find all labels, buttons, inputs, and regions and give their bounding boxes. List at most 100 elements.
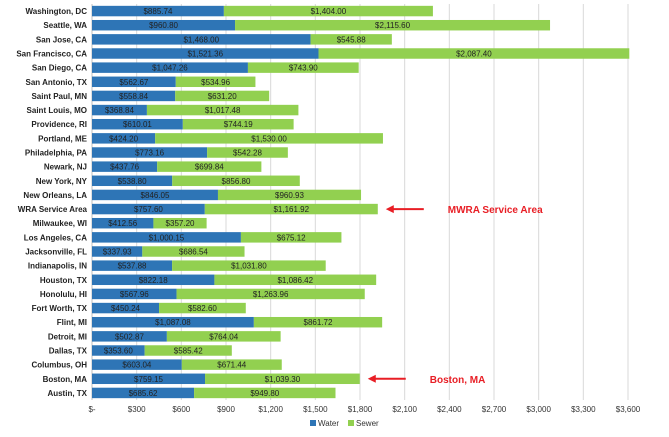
sewer-bar[interactable]	[155, 133, 383, 144]
water-bar[interactable]	[92, 217, 154, 229]
category-label: Jacksonville, FL	[25, 248, 87, 257]
water-data-label: $537.88	[118, 262, 147, 271]
sewer-bar[interactable]	[144, 345, 232, 356]
water-bar[interactable]	[92, 189, 218, 201]
sewer-bar[interactable]	[247, 62, 359, 73]
water-bar[interactable]	[92, 175, 173, 187]
sewer-bar[interactable]	[253, 316, 383, 328]
water-data-label: $1,521.36	[187, 50, 223, 59]
category-label: San Antonio, TX	[26, 78, 88, 87]
sewer-bar[interactable]	[214, 274, 377, 286]
water-bar[interactable]	[92, 90, 176, 102]
water-data-label: $450.24	[111, 304, 140, 313]
water-bar[interactable]	[92, 133, 156, 144]
water-bar[interactable]	[92, 331, 167, 342]
sewer-bar[interactable]	[207, 147, 288, 158]
water-data-label: $502.87	[115, 332, 144, 341]
sewer-bar[interactable]	[235, 19, 551, 31]
sewer-bar[interactable]	[310, 34, 392, 45]
sewer-bar[interactable]	[175, 76, 256, 88]
sewer-data-label: $1,039.30	[265, 375, 301, 384]
water-bar[interactable]	[92, 118, 183, 130]
annotation-arrow-head	[385, 205, 394, 214]
sewer-bar[interactable]	[146, 104, 299, 116]
sewer-bar[interactable]	[204, 203, 378, 215]
x-tick-label: $3,600	[616, 405, 641, 414]
water-data-label: $558.84	[119, 92, 148, 101]
x-tick-label: $1,200	[258, 405, 283, 414]
sewer-bar[interactable]	[181, 359, 282, 370]
water-data-label: $337.93	[103, 248, 132, 257]
sewer-bar[interactable]	[142, 246, 245, 257]
sewer-bar[interactable]	[166, 331, 281, 342]
x-tick-label: $2,700	[482, 405, 507, 414]
annotation-text: MWRA Service Area	[448, 205, 543, 216]
annotation-text: Boston, MA	[430, 375, 486, 386]
water-bar[interactable]	[92, 246, 143, 257]
x-tick-label: $-	[88, 405, 95, 414]
water-bar[interactable]	[92, 302, 160, 314]
category-label: Los Angeles, CA	[24, 233, 87, 242]
category-label: Philadelphia, PA	[25, 149, 87, 158]
category-label: San Francisco, CA	[16, 50, 87, 59]
water-data-label: $759.15	[134, 375, 163, 384]
category-label: Fort Worth, TX	[32, 304, 88, 313]
sewer-bar[interactable]	[205, 373, 360, 385]
sewer-data-label: $631.20	[208, 92, 237, 101]
sewer-bar[interactable]	[240, 232, 342, 243]
sewer-data-label: $686.54	[179, 248, 208, 257]
sewer-data-label: $744.19	[224, 120, 253, 129]
sewer-bar[interactable]	[159, 302, 246, 314]
sewer-bar[interactable]	[172, 260, 326, 271]
sewer-bar[interactable]	[153, 217, 207, 229]
water-bar[interactable]	[92, 147, 208, 158]
water-bar[interactable]	[92, 387, 195, 399]
water-bar[interactable]	[92, 359, 182, 370]
sewer-bar[interactable]	[318, 48, 630, 59]
water-bar[interactable]	[92, 5, 224, 17]
water-bar[interactable]	[92, 373, 206, 385]
water-bar[interactable]	[92, 288, 177, 300]
category-label: Houston, TX	[40, 276, 88, 285]
sewer-bar[interactable]	[157, 161, 262, 172]
water-bar[interactable]	[92, 76, 176, 88]
water-bar[interactable]	[92, 345, 145, 356]
category-label: Boston, MA	[43, 375, 88, 384]
legend-swatch	[348, 420, 354, 426]
sewer-data-label: $2,087.40	[456, 50, 492, 59]
water-data-label: $1,000.15	[149, 233, 185, 242]
sewer-data-label: $949.80	[250, 389, 279, 398]
sewer-bar[interactable]	[182, 118, 294, 130]
water-bar[interactable]	[92, 203, 205, 215]
water-data-label: $603.04	[122, 361, 151, 370]
water-data-label: $437.76	[110, 163, 139, 172]
water-bar[interactable]	[92, 62, 248, 73]
category-label: Honolulu, HI	[40, 290, 87, 299]
water-bar[interactable]	[92, 48, 319, 59]
category-label: Saint Paul, MN	[31, 92, 87, 101]
water-bar[interactable]	[92, 260, 173, 271]
water-data-label: $757.60	[134, 205, 163, 214]
sewer-bar[interactable]	[223, 5, 433, 17]
sewer-bar[interactable]	[217, 189, 362, 201]
water-bar[interactable]	[92, 161, 158, 172]
category-label: Milwaukee, WI	[33, 219, 87, 228]
sewer-bar[interactable]	[194, 387, 336, 399]
category-label: San Jose, CA	[36, 35, 87, 44]
water-bar[interactable]	[92, 104, 147, 116]
water-data-label: $610.01	[123, 120, 152, 129]
water-bar[interactable]	[92, 19, 236, 31]
water-bar[interactable]	[92, 274, 215, 286]
water-bar[interactable]	[92, 316, 254, 328]
water-bar[interactable]	[92, 232, 241, 243]
water-data-label: $846.05	[141, 191, 170, 200]
water-bar[interactable]	[92, 34, 311, 45]
x-tick-label: $1,800	[348, 405, 373, 414]
sewer-bar[interactable]	[175, 90, 270, 102]
category-label: Seattle, WA	[43, 21, 87, 30]
category-label: New Orleans, LA	[23, 191, 87, 200]
category-label: Washington, DC	[26, 7, 88, 16]
sewer-bar[interactable]	[172, 175, 300, 187]
sewer-bar[interactable]	[176, 288, 365, 300]
x-tick-label: $900	[217, 405, 235, 414]
